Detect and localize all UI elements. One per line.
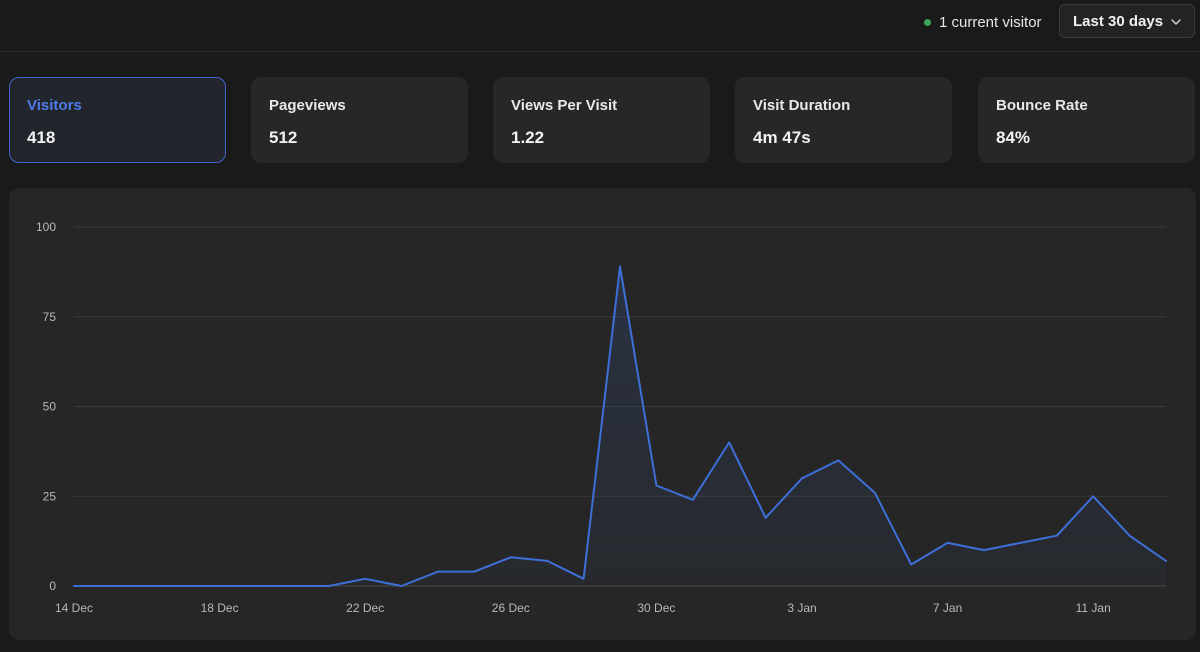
- x-tick-label: 14 Dec: [55, 601, 93, 615]
- data-point[interactable]: [942, 537, 954, 549]
- data-point[interactable]: [796, 472, 808, 484]
- data-point[interactable]: [1014, 537, 1026, 549]
- data-point[interactable]: [614, 260, 626, 272]
- data-point[interactable]: [141, 580, 153, 592]
- data-point[interactable]: [1160, 555, 1172, 567]
- data-point[interactable]: [104, 580, 116, 592]
- x-tick-label: 22 Dec: [346, 601, 384, 615]
- data-point[interactable]: [250, 580, 262, 592]
- x-tick-label: 26 Dec: [492, 601, 530, 615]
- data-point[interactable]: [723, 436, 735, 448]
- data-point[interactable]: [578, 573, 590, 585]
- metric-label: Views Per Visit: [511, 97, 618, 114]
- data-point[interactable]: [1124, 530, 1136, 542]
- data-point[interactable]: [978, 544, 990, 556]
- y-tick-label: 100: [36, 220, 56, 234]
- x-tick-label: 7 Jan: [933, 601, 962, 615]
- data-point[interactable]: [432, 566, 444, 578]
- series-area-visitors: [74, 266, 1166, 586]
- metric-value: 84%: [996, 128, 1031, 147]
- data-point[interactable]: [905, 558, 917, 570]
- data-point[interactable]: [1051, 530, 1063, 542]
- metric-value: 1.22: [511, 128, 545, 147]
- metric-card-visit-duration[interactable]: Visit Duration 4m 47s: [735, 77, 952, 163]
- data-point[interactable]: [177, 580, 189, 592]
- data-point[interactable]: [1087, 490, 1099, 502]
- metric-card-pageviews[interactable]: Pageviews 512: [251, 77, 468, 163]
- x-tick-label: 3 Jan: [787, 601, 816, 615]
- metric-label: Visitors: [27, 97, 82, 114]
- y-tick-label: 0: [49, 579, 56, 593]
- data-point[interactable]: [687, 494, 699, 506]
- metric-label: Visit Duration: [753, 97, 851, 114]
- visitors-line-chart[interactable]: 100 75 50 25 0 14 Dec 18 Dec 22 Dec 26 Dec 30 De…: [9, 188, 1196, 640]
- y-tick-label: 25: [43, 489, 57, 503]
- x-tick-label: 30 Dec: [637, 601, 675, 615]
- metric-value: 4m 47s: [753, 128, 811, 147]
- data-point[interactable]: [760, 512, 772, 524]
- current-visitors-text: 1 current visitor: [939, 13, 1042, 31]
- data-point[interactable]: [396, 580, 408, 592]
- data-point[interactable]: [214, 580, 226, 592]
- chevron-down-icon: [1171, 19, 1181, 25]
- y-tick-label: 50: [43, 400, 57, 414]
- x-tick-label: 18 Dec: [201, 601, 239, 615]
- top-bar: 1 current visitor Last 30 days: [0, 0, 1200, 52]
- data-point[interactable]: [869, 487, 881, 499]
- series-line-visitors[interactable]: [73, 265, 1167, 587]
- visitors-chart-panel: 100 75 50 25 0 14 Dec 18 Dec 22 Dec 26 Dec 30 De…: [9, 188, 1196, 640]
- data-point[interactable]: [286, 580, 298, 592]
- date-range-label: Last 30 days: [1073, 12, 1164, 30]
- metric-card-visitors[interactable]: Visitors 418: [9, 77, 226, 163]
- data-point[interactable]: [541, 555, 553, 567]
- data-point[interactable]: [832, 454, 844, 466]
- current-visitors-indicator[interactable]: 1 current visitor: [924, 12, 1042, 32]
- data-point[interactable]: [650, 479, 662, 491]
- date-range-select[interactable]: Last 30 days: [1059, 4, 1195, 38]
- metric-label: Pageviews: [269, 97, 346, 114]
- metric-card-bounce-rate[interactable]: Bounce Rate 84%: [978, 77, 1195, 163]
- live-dot-icon: [924, 18, 931, 26]
- metric-value: 512: [269, 128, 298, 147]
- metric-card-views-per-visit[interactable]: Views Per Visit 1.22: [493, 77, 710, 163]
- metric-label: Bounce Rate: [996, 97, 1088, 114]
- data-point[interactable]: [68, 580, 80, 592]
- data-point[interactable]: [505, 551, 517, 563]
- y-tick-label: 75: [43, 310, 57, 324]
- data-point[interactable]: [468, 566, 480, 578]
- metric-value: 418: [27, 128, 56, 147]
- x-tick-label: 11 Jan: [1076, 601, 1111, 615]
- data-point[interactable]: [323, 580, 335, 592]
- data-point[interactable]: [359, 573, 371, 585]
